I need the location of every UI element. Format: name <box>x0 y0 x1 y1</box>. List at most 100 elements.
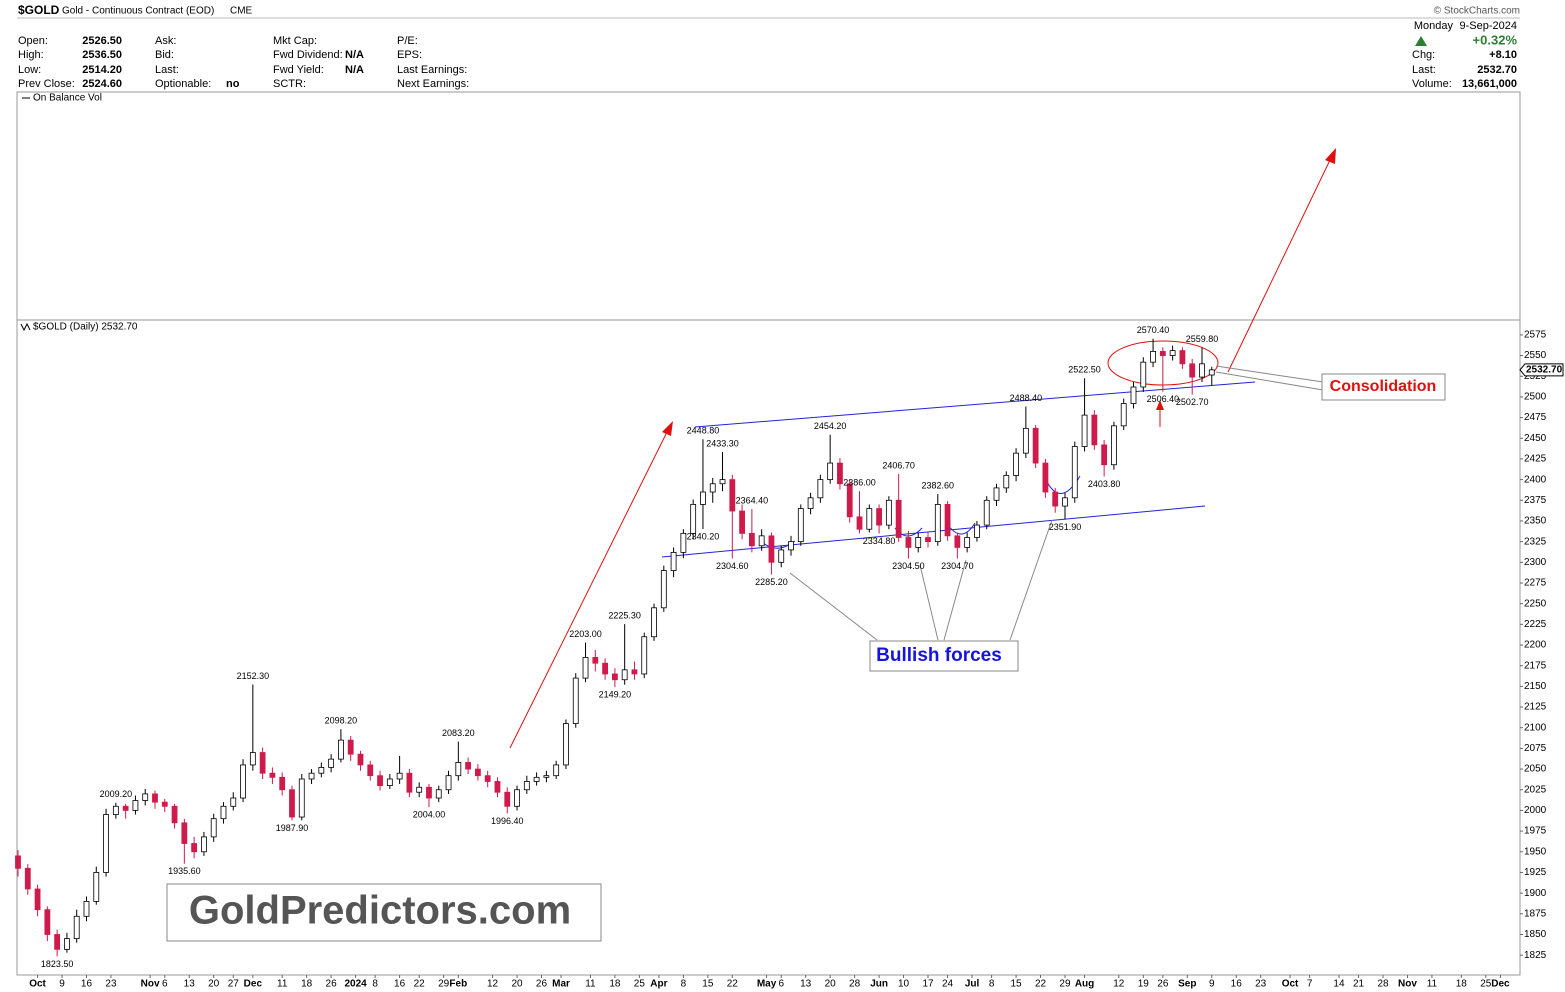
y-tick-label: 2375 <box>1524 495 1547 506</box>
candle-body <box>866 508 873 530</box>
candle-body <box>680 532 687 553</box>
instrument-name: Gold - Continuous Contract (EOD) <box>62 6 214 17</box>
candle-body <box>210 818 217 838</box>
price-annotation: 2334.80 <box>863 536 896 546</box>
candle-body <box>220 805 227 820</box>
candle-body <box>240 764 246 799</box>
price-annotation: 1935.60 <box>168 866 201 876</box>
x-tick-label: 28 <box>1377 979 1389 990</box>
candle-body <box>611 673 618 681</box>
x-tick-label: 22 <box>1035 979 1047 990</box>
candle-body <box>1169 350 1176 356</box>
last-price-label: 2532.70 <box>1526 365 1563 376</box>
candle-body <box>142 793 149 801</box>
candle-body <box>1022 427 1029 454</box>
candle-body <box>230 797 237 807</box>
x-tick-label: 6 <box>162 979 168 990</box>
field-value: 2536.50 <box>82 49 122 61</box>
y-tick-label: 2450 <box>1524 433 1547 444</box>
x-tick-label: 23 <box>1255 979 1267 990</box>
x-tick-label: 22 <box>414 979 426 990</box>
candle-body <box>817 479 824 499</box>
field-label: Chg: <box>1412 49 1435 61</box>
field-label: P/E: <box>397 35 418 47</box>
exchange: CME <box>230 6 253 17</box>
candle-body <box>719 479 726 485</box>
price-annotation: 2403.80 <box>1088 479 1121 489</box>
candle-body <box>132 800 139 811</box>
field-label: Last Earnings: <box>397 64 467 76</box>
price-annotation: 2152.30 <box>237 671 270 681</box>
field-label: Fwd Dividend: <box>273 49 343 61</box>
candle-body <box>318 767 325 774</box>
field-label: Open: <box>18 35 48 47</box>
price-annotation: 1996.40 <box>491 816 524 826</box>
field-value: 2524.60 <box>82 78 122 90</box>
candle-body <box>474 768 481 777</box>
candle-body <box>797 508 804 543</box>
x-tick-label: 11 <box>1427 979 1438 990</box>
candle-body <box>171 805 178 824</box>
x-tick-label: 8 <box>372 979 378 990</box>
y-tick-label: 2075 <box>1524 743 1547 754</box>
y-tick-label: 2325 <box>1524 536 1547 547</box>
y-tick-label: 1950 <box>1524 846 1547 857</box>
candle-body <box>484 775 491 782</box>
candle-body <box>465 762 472 770</box>
candle-body <box>1013 452 1019 476</box>
candle-body <box>846 483 853 518</box>
candle-body <box>983 499 990 526</box>
candle-body <box>15 855 21 869</box>
candle-body <box>44 909 51 935</box>
x-tick-label: 29 <box>1059 979 1071 990</box>
candle-body <box>621 669 628 681</box>
candle-body <box>445 775 452 791</box>
price-annotation: 2382.60 <box>922 480 955 490</box>
candle-body <box>523 781 530 791</box>
candle-body <box>83 900 90 917</box>
y-tick-label: 2050 <box>1524 764 1547 775</box>
callout-box <box>869 640 1019 672</box>
x-tick-label: 21 <box>1353 979 1365 990</box>
y-tick-label: 1900 <box>1524 888 1547 899</box>
field-label: Fwd Yield: <box>273 64 324 76</box>
candle-body <box>553 764 560 777</box>
candle-body <box>934 504 941 543</box>
candle-body <box>1159 351 1166 356</box>
candle-body <box>152 793 158 803</box>
candle-body <box>357 753 364 766</box>
x-tick-label: Oct <box>29 979 46 990</box>
x-tick-label: 12 <box>1113 979 1125 990</box>
candle-body <box>298 778 305 818</box>
field-value: 2514.20 <box>82 64 122 76</box>
price-annotation: 2304.50 <box>892 561 925 571</box>
y-tick-label: 1850 <box>1524 929 1547 940</box>
price-annotation: 2364.40 <box>736 495 769 505</box>
candle-body <box>24 867 31 890</box>
y-tick-label: 1975 <box>1524 826 1547 837</box>
x-tick-label: 28 <box>849 979 861 990</box>
callout-lines <box>1215 365 1324 391</box>
field-value: no <box>226 78 240 90</box>
candle-body <box>1062 497 1068 507</box>
y-tick-label: 2550 <box>1524 350 1547 361</box>
y-tick-label: 2425 <box>1524 454 1547 465</box>
price-annotation: 2559.80 <box>1186 334 1219 344</box>
credit: © StockCharts.com <box>1434 6 1520 17</box>
candle-body <box>93 872 100 902</box>
x-tick-label: 20 <box>511 979 523 990</box>
x-tick-label: May <box>757 979 777 990</box>
candle-body <box>690 504 697 534</box>
x-tick-label: 17 <box>922 979 934 990</box>
candle-body <box>543 775 550 778</box>
lower-channel <box>661 505 1206 558</box>
candle-body <box>993 487 1000 501</box>
arrow-head <box>662 421 673 436</box>
day: Monday <box>1414 20 1454 32</box>
x-tick-label: 13 <box>800 979 812 990</box>
x-tick-label: Jul <box>965 979 980 990</box>
candle-body <box>377 775 383 787</box>
candle-body <box>827 462 834 481</box>
candle-body <box>54 934 61 950</box>
candle-body <box>1003 475 1010 489</box>
